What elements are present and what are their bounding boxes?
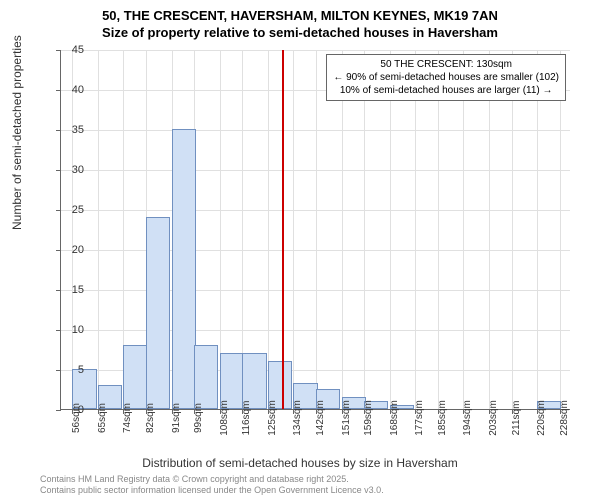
histogram-bar [172,129,196,409]
x-tick-label: 159sqm [363,400,374,436]
y-tick-mark [56,330,61,331]
grid-line-v [537,50,538,409]
x-tick-label: 56sqm [71,403,82,433]
x-tick-label: 177sqm [414,400,425,436]
x-tick-label: 185sqm [437,400,448,436]
y-tick-mark [56,250,61,251]
x-tick-label: 151sqm [341,400,352,436]
grid-line-v [512,50,513,409]
x-tick-label: 228sqm [559,400,570,436]
x-tick-label: 211sqm [511,401,522,436]
y-tick-mark [56,130,61,131]
grid-line-v [72,50,73,409]
x-tick-label: 125sqm [267,400,278,436]
footer-line1: Contains HM Land Registry data © Crown c… [40,474,384,485]
histogram-bar [194,345,218,409]
y-tick-label: 20 [72,244,84,256]
y-tick-mark [56,290,61,291]
grid-line-v [489,50,490,409]
y-tick-label: 35 [72,124,84,136]
y-tick-mark [56,210,61,211]
chart-title-sub: Size of property relative to semi-detach… [0,23,600,40]
x-tick-label: 194sqm [462,400,473,436]
chart-container: 50, THE CRESCENT, HAVERSHAM, MILTON KEYN… [0,0,600,500]
x-tick-label: 65sqm [97,403,108,433]
x-tick-label: 108sqm [219,400,230,436]
footer-line2: Contains public sector information licen… [40,485,384,496]
x-tick-label: 91sqm [171,403,182,433]
annotation-box: 50 THE CRESCENT: 130sqm ← 90% of semi-de… [326,54,566,101]
x-tick-label: 99sqm [193,403,204,433]
y-tick-label: 5 [78,364,84,376]
annotation-line1: 50 THE CRESCENT: 130sqm [333,58,559,71]
grid-line-v [293,50,294,409]
chart-title-main: 50, THE CRESCENT, HAVERSHAM, MILTON KEYN… [0,0,600,23]
grid-line-v [98,50,99,409]
annotation-line2: ← 90% of semi-detached houses are smalle… [333,71,559,84]
histogram-bar [146,217,170,409]
y-tick-label: 30 [72,164,84,176]
annotation-line3: 10% of semi-detached houses are larger (… [333,84,559,97]
y-tick-mark [56,170,61,171]
y-axis-label: Number of semi-detached properties [10,35,24,230]
grid-line-v [560,50,561,409]
grid-line-v [438,50,439,409]
reference-line [282,50,284,409]
y-tick-mark [56,410,61,411]
y-tick-label: 25 [72,204,84,216]
y-tick-label: 45 [72,44,84,56]
y-tick-label: 15 [72,284,84,296]
x-tick-label: 74sqm [122,403,133,433]
x-tick-label: 116sqm [241,401,252,436]
y-tick-label: 40 [72,84,84,96]
x-tick-label: 142sqm [315,400,326,436]
x-tick-label: 220sqm [536,400,547,436]
grid-line-v [364,50,365,409]
x-axis-label: Distribution of semi-detached houses by … [0,456,600,470]
grid-line-v [415,50,416,409]
y-tick-mark [56,50,61,51]
y-tick-label: 10 [72,324,84,336]
x-tick-label: 168sqm [389,400,400,436]
y-tick-mark [56,370,61,371]
grid-line-v [268,50,269,409]
plot-area: 50 THE CRESCENT: 130sqm ← 90% of semi-de… [60,50,570,410]
grid-line-v [316,50,317,409]
grid-line-v [342,50,343,409]
grid-line-v [463,50,464,409]
histogram-bar [123,345,147,409]
x-tick-label: 203sqm [488,400,499,436]
footer-text: Contains HM Land Registry data © Crown c… [40,474,384,496]
y-tick-mark [56,90,61,91]
grid-line-v [390,50,391,409]
x-tick-label: 134sqm [292,400,303,436]
x-tick-label: 82sqm [145,403,156,433]
